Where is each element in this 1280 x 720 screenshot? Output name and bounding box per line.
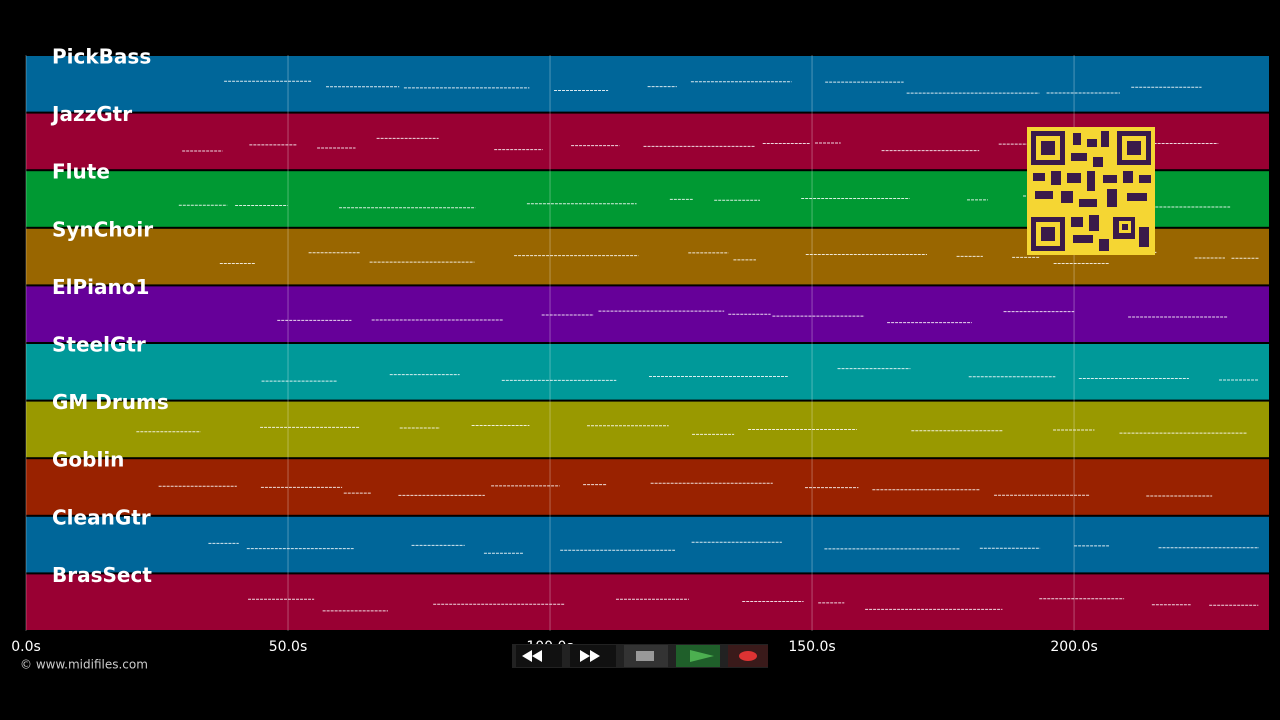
- fast-forward-button[interactable]: [570, 645, 616, 667]
- copyright: © www.midifiles.com: [20, 658, 148, 672]
- track-name: Flute: [52, 160, 110, 184]
- note-strokes: [261, 368, 1259, 382]
- track-name: Goblin: [52, 448, 124, 472]
- track-name: CleanGtr: [52, 505, 151, 529]
- stop-button[interactable]: [624, 645, 668, 667]
- track-name: ElPiano1: [52, 275, 149, 299]
- note-strokes: [208, 541, 1259, 554]
- track-lane: [26, 56, 1269, 112]
- note-strokes: [248, 598, 1259, 612]
- track-name: GM Drums: [52, 390, 169, 414]
- record-button[interactable]: [728, 645, 768, 667]
- track-name: BrasSect: [52, 563, 152, 587]
- track-name: SteelGtr: [52, 333, 146, 357]
- x-tick-label: 0.0s: [11, 639, 41, 655]
- track-name: PickBass: [52, 45, 151, 69]
- track-lane: [26, 516, 1269, 573]
- note-strokes: [277, 310, 1228, 324]
- x-tick-label: 200.0s: [1050, 639, 1097, 655]
- track-lane: [26, 574, 1269, 630]
- track-name: JazzGtr: [50, 102, 132, 126]
- track-lane: [26, 344, 1269, 400]
- x-tick-label: 50.0s: [269, 639, 307, 655]
- track-lane: [26, 401, 1269, 458]
- qr-code: [1027, 127, 1155, 255]
- x-tick-label: 150.0s: [788, 639, 835, 655]
- note-strokes: [136, 425, 1247, 435]
- track-name: SynChoir: [52, 217, 153, 241]
- track-lane: [26, 459, 1269, 515]
- note-strokes: [158, 482, 1213, 497]
- rewind-button[interactable]: [516, 645, 562, 667]
- play-button[interactable]: [676, 645, 720, 667]
- note-strokes: [224, 80, 1202, 94]
- transport-controls: [512, 644, 768, 668]
- track-lane: [26, 286, 1269, 342]
